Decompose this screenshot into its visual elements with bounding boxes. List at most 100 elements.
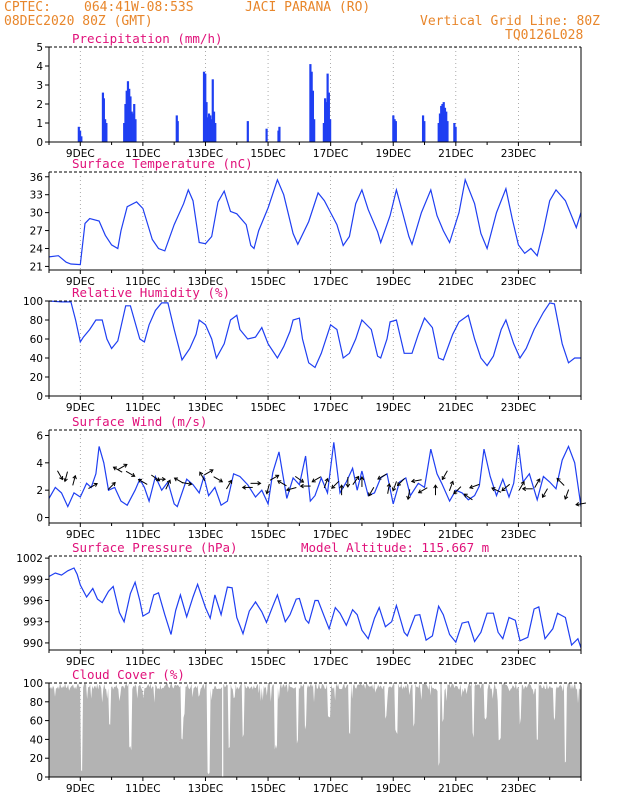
y-tick-label: 100 (23, 296, 43, 308)
x-tick-label: 17DEC (313, 148, 348, 160)
wind-arrow (368, 486, 375, 497)
precip-bar (125, 90, 128, 142)
panel-4: 0 2 4 6 9DEC 11DEC 13DEC 15DEC 17DEC 19DEC 21DEC 23… (36, 414, 587, 541)
wind-arrow (173, 477, 184, 484)
wind-arrow (241, 485, 253, 490)
wind-arrow (556, 477, 565, 486)
wind-arrow (541, 488, 548, 499)
wind-arrow (165, 479, 171, 490)
y-tick-label: 24 (30, 243, 44, 255)
precip-bar (202, 71, 206, 142)
wind-arrow (294, 475, 305, 483)
y-tick-label: 100 (23, 678, 43, 690)
wind-arrow (441, 470, 448, 481)
wind-arrow (501, 483, 511, 492)
precip-bar (278, 126, 281, 142)
panel-2: 21 24 27 30 33 36 9DEC 11DEC 13DEC 15DEC 17DEC 19DE… (30, 156, 582, 288)
precip-bar (130, 111, 133, 142)
location-name: JACI PARANA (RO) (245, 0, 371, 15)
precip-bar (446, 121, 449, 142)
x-tick-label: 15DEC (250, 529, 285, 541)
precip-bar (78, 130, 82, 142)
precip-bar (437, 123, 440, 142)
precip-bar (204, 73, 207, 142)
x-tick-label: 21DEC (438, 783, 473, 795)
precip-bar (322, 123, 325, 142)
y-tick-label: 1002 (16, 553, 43, 565)
y-tick-label: 36 (30, 172, 44, 184)
wind-arrow (339, 484, 344, 496)
precip-bar (445, 111, 448, 142)
wind-arrow (226, 479, 233, 490)
precip-bar (212, 111, 216, 142)
y-tick-label: 20 (30, 372, 43, 384)
coordinates: 064:41W-08:53S (84, 0, 194, 15)
x-tick-label: 13DEC (188, 656, 223, 668)
x-tick-label: 9DEC (66, 783, 95, 795)
x-tick-label: 19DEC (376, 656, 411, 668)
x-tick-label: 21DEC (438, 656, 473, 668)
precip-bar (438, 113, 442, 142)
y-tick-label: 3 (36, 80, 43, 92)
wind-arrow (181, 481, 193, 487)
wind-arrow (377, 473, 387, 480)
wind-arrow (88, 482, 98, 490)
precip-bar (105, 123, 108, 142)
wind-arrow (285, 487, 297, 492)
x-tick-label: 21DEC (438, 148, 473, 160)
y-tick-label: 60 (30, 334, 43, 346)
y-tick-label: 999 (23, 574, 43, 586)
x-tick-label: 13DEC (188, 276, 223, 288)
wind-arrow (491, 487, 502, 493)
x-tick-label: 11DEC (125, 656, 160, 668)
precip-bar (421, 115, 425, 142)
precip-bar (443, 107, 447, 142)
wind-arrow (323, 477, 329, 489)
series-line (48, 442, 582, 509)
x-tick-label: 15DEC (250, 402, 285, 414)
y-tick-label: 60 (30, 716, 43, 728)
y-tick-label: 996 (23, 596, 43, 608)
x-tick-label: 9DEC (66, 656, 95, 668)
model-altitude: Model Altitude: 115.667 m (301, 540, 489, 555)
y-tick-label: 0 (36, 391, 43, 403)
precip-bar (124, 104, 127, 142)
wind-arrow (563, 489, 570, 500)
x-tick-label: 15DEC (250, 783, 285, 795)
wind-arrow (204, 469, 214, 476)
y-tick-label: 990 (23, 638, 43, 650)
panel-title: Cloud Cover (%) (72, 667, 185, 682)
y-tick-label: 1 (36, 118, 43, 130)
source-label: CPTEC: (4, 0, 51, 15)
series-line (48, 177, 582, 266)
y-tick-label: 4 (36, 458, 43, 470)
x-tick-label: 11DEC (125, 783, 160, 795)
wind-arrow (410, 478, 422, 484)
y-tick-label: 30 (30, 208, 43, 220)
precip-bar (325, 102, 328, 142)
panel-6: 0 20 40 60 80 100 9DEC 11DEC 13DEC 15DEC 17DEC 19DE… (23, 667, 582, 795)
precip-bar (453, 123, 456, 142)
y-tick-label: 6 (36, 430, 43, 442)
precip-bar (133, 104, 136, 142)
precip-bar (102, 98, 105, 142)
precip-bar (310, 71, 313, 142)
precip-bar (129, 96, 132, 142)
panel-5: 990 993 996 999 1002 9DEC 11DEC 13DEC 15DEC 17DEC… (16, 540, 582, 668)
wind-arrow (359, 476, 365, 487)
cloud-cover-area (49, 683, 581, 777)
precip-bar (80, 136, 83, 142)
precip-bar (210, 119, 213, 142)
precip-bar (327, 92, 330, 142)
y-tick-label: 33 (30, 190, 43, 202)
precip-bar (214, 123, 217, 142)
x-tick-label: 19DEC (376, 276, 411, 288)
x-tick-label: 19DEC (376, 529, 411, 541)
wind-arrow (417, 487, 428, 494)
precip-bar (329, 119, 332, 142)
precip-bar (313, 119, 316, 142)
x-tick-label: 19DEC (376, 402, 411, 414)
precip-bar (441, 104, 444, 142)
x-tick-label: 21DEC (438, 529, 473, 541)
